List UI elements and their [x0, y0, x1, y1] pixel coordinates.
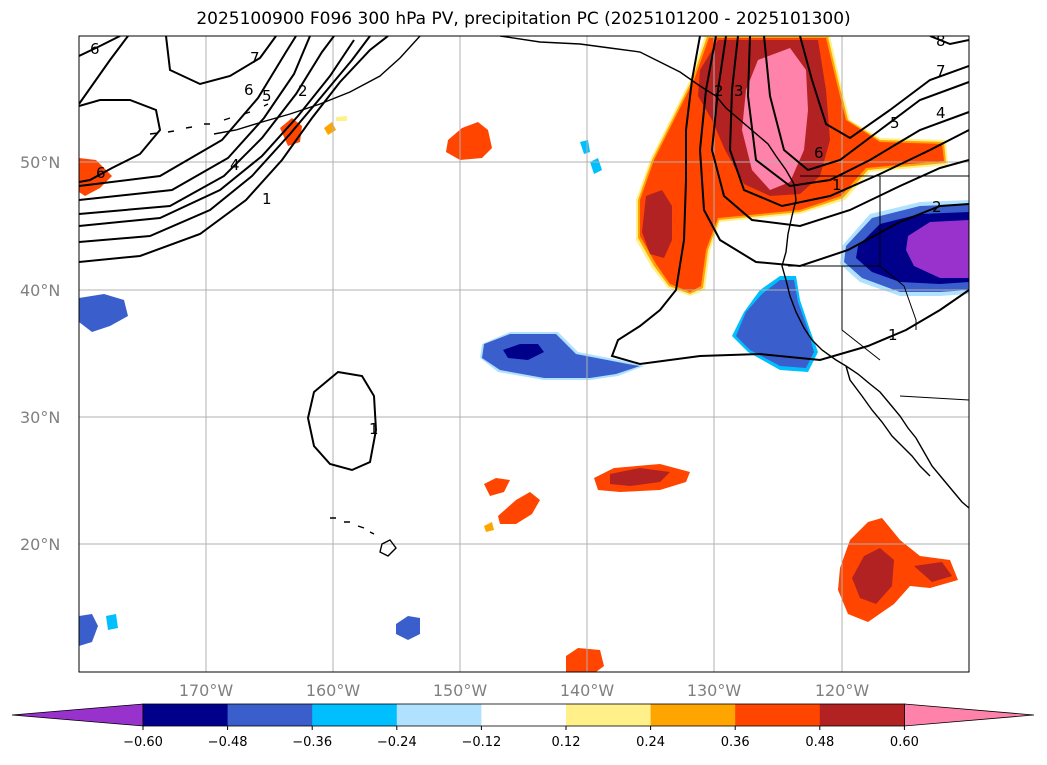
precip-negative-south-3 — [106, 614, 118, 630]
precip-positive-mexico-east — [914, 562, 952, 582]
contour-label: 3 — [734, 82, 744, 100]
contour-label: 7 — [936, 62, 946, 80]
contour-label: 6 — [814, 144, 824, 162]
precip-negative-california-inner — [736, 280, 814, 368]
contour-label: 2 — [298, 82, 308, 100]
pv-contour-7 — [79, 36, 969, 140]
contour-label: 1 — [369, 420, 379, 438]
colorbar-label: −0.12 — [461, 735, 501, 750]
lon-label-130w: 130°W — [687, 681, 742, 700]
pv-contour-left-loop — [79, 99, 162, 183]
colorbar-label: 0.48 — [805, 735, 834, 750]
map-title: 2025100900 F096 300 hPa PV, precipitatio… — [196, 9, 851, 29]
precip-negative-subtropical-core — [503, 344, 544, 360]
pv-contours — [79, 36, 969, 472]
lon-label-170w: 170°W — [179, 681, 234, 700]
colorbar-label: −0.24 — [377, 735, 417, 750]
contour-label: 1 — [888, 326, 898, 344]
lat-label-20n: 20°N — [20, 535, 60, 554]
contour-label: 1 — [262, 190, 272, 208]
colorbar-label: 0.36 — [721, 735, 750, 750]
longitude-labels: 170°W 160°W 150°W 140°W 130°W 120°W — [179, 681, 870, 700]
lon-label-160w: 160°W — [306, 681, 361, 700]
colorbar-swatch — [566, 704, 652, 726]
colorbar-extend-high — [904, 703, 1035, 727]
border-states — [788, 176, 969, 401]
precip-positive-pnw-darkred-south — [642, 190, 672, 258]
lon-label-120w: 120°W — [815, 681, 870, 700]
precip-positive-south — [566, 648, 604, 672]
coastlines — [149, 36, 969, 557]
coastline-aleutians — [149, 103, 269, 135]
colorbar-label: −0.48 — [208, 735, 248, 750]
precip-positive-subtrop-east-core — [610, 468, 670, 486]
contour-label: 6 — [244, 81, 254, 99]
pv-contour-1-main — [79, 36, 969, 366]
contour-label: 4 — [230, 156, 240, 174]
pv-contour-8 — [79, 36, 969, 57]
contour-label: 1 — [832, 176, 842, 194]
colorbar-swatch — [735, 704, 821, 726]
pv-contour-labels: 6 7 6 5 2 4 1 6 1 2 3 6 7 5 4 1 2 1 8 — [90, 32, 946, 438]
precip-negative-south-1 — [396, 616, 420, 640]
contour-label: 5 — [262, 87, 272, 105]
precip-negative-west — [79, 294, 128, 332]
colorbar-swatch — [227, 704, 313, 726]
pv-contour-3 — [79, 36, 969, 228]
colorbar-label: −0.60 — [123, 735, 163, 750]
precip-positive-hawaii-1 — [484, 478, 510, 496]
colorbar-swatch — [481, 704, 567, 726]
lat-label-40n: 40°N — [20, 281, 60, 300]
contour-label: 2 — [714, 82, 724, 100]
coastline-hawaii — [330, 517, 397, 557]
precip-positive-midpac — [446, 122, 492, 160]
colorbar-swatch — [396, 704, 482, 726]
lat-label-30n: 30°N — [20, 408, 60, 427]
pv-contour-4 — [79, 36, 969, 215]
contour-label: 7 — [250, 49, 260, 67]
graticule — [79, 36, 969, 672]
pv-contour-2 — [79, 36, 969, 268]
precip-positive-hawaii-2 — [498, 492, 540, 524]
pv-contour-1-loop — [306, 370, 378, 472]
map-border — [78, 35, 970, 673]
colorbar-label: −0.36 — [292, 735, 332, 750]
colorbar-label: 0.24 — [636, 735, 665, 750]
colorbar-label: 0.12 — [552, 735, 581, 750]
contour-label: 8 — [936, 32, 946, 50]
coastline-baja — [845, 365, 931, 477]
lon-label-140w: 140°W — [560, 681, 615, 700]
colorbar-swatch — [143, 704, 229, 726]
colorbar: −0.60 −0.48 −0.36 −0.24 −0.12 0.12 0.24 0.36 0.4… — [11, 703, 1035, 750]
contour-label: 6 — [90, 40, 100, 58]
lon-label-150w: 150°W — [433, 681, 488, 700]
latitude-labels: 50°N 40°N 30°N 20°N — [20, 153, 60, 554]
contour-label: 6 — [96, 164, 106, 182]
colorbar-swatch — [312, 704, 398, 726]
contour-label: 5 — [890, 114, 900, 132]
colorbar-label: 0.60 — [890, 735, 919, 750]
contour-label: 2 — [932, 198, 942, 216]
colorbar-outline — [142, 703, 905, 727]
colorbar-swatch — [819, 704, 905, 726]
coastline-alaska — [213, 36, 795, 185]
pv-contour-6 — [79, 36, 969, 187]
lat-label-50n: 50°N — [20, 153, 60, 172]
contour-label: 4 — [936, 104, 946, 122]
precip-positive-hawaii-3 — [484, 522, 494, 532]
precip-positive-mexico-core — [852, 548, 894, 604]
pv-contour-5 — [79, 36, 969, 201]
precip-negative-south-2 — [79, 614, 98, 646]
precip-positive-aleutian-3 — [336, 116, 347, 121]
colorbar-extend-low — [11, 703, 144, 727]
colorbar-swatch — [650, 704, 736, 726]
precip-negative-interior-purple — [906, 220, 969, 278]
